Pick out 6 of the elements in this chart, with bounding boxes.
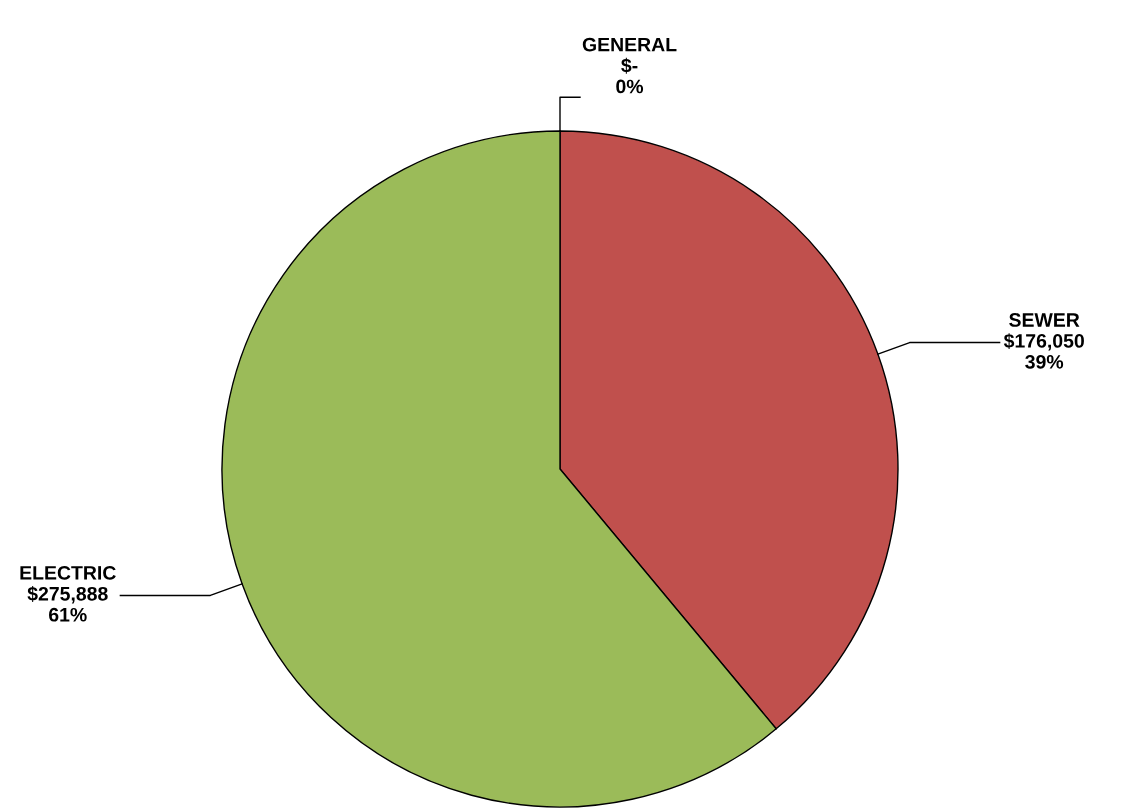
data-label: $275,888 61% bbox=[27, 586, 108, 622]
text: $- 0% bbox=[616, 57, 644, 94]
slice-label: SEWER bbox=[1009, 313, 1080, 327]
slice-label: ELECTRIC bbox=[20, 565, 116, 580]
category-label: GENERAL bbox=[582, 37, 677, 52]
data-label: $176,050 39% bbox=[1003, 333, 1084, 369]
